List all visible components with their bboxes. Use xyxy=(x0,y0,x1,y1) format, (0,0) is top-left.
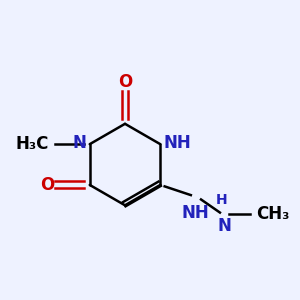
Text: H₃C: H₃C xyxy=(16,135,49,153)
Text: NH: NH xyxy=(181,204,209,222)
Text: NH: NH xyxy=(163,134,191,152)
Text: CH₃: CH₃ xyxy=(256,205,290,223)
Text: N: N xyxy=(73,134,87,152)
Text: O: O xyxy=(118,73,132,91)
Text: N: N xyxy=(218,217,231,235)
Text: O: O xyxy=(40,176,55,194)
Text: H: H xyxy=(216,193,227,207)
